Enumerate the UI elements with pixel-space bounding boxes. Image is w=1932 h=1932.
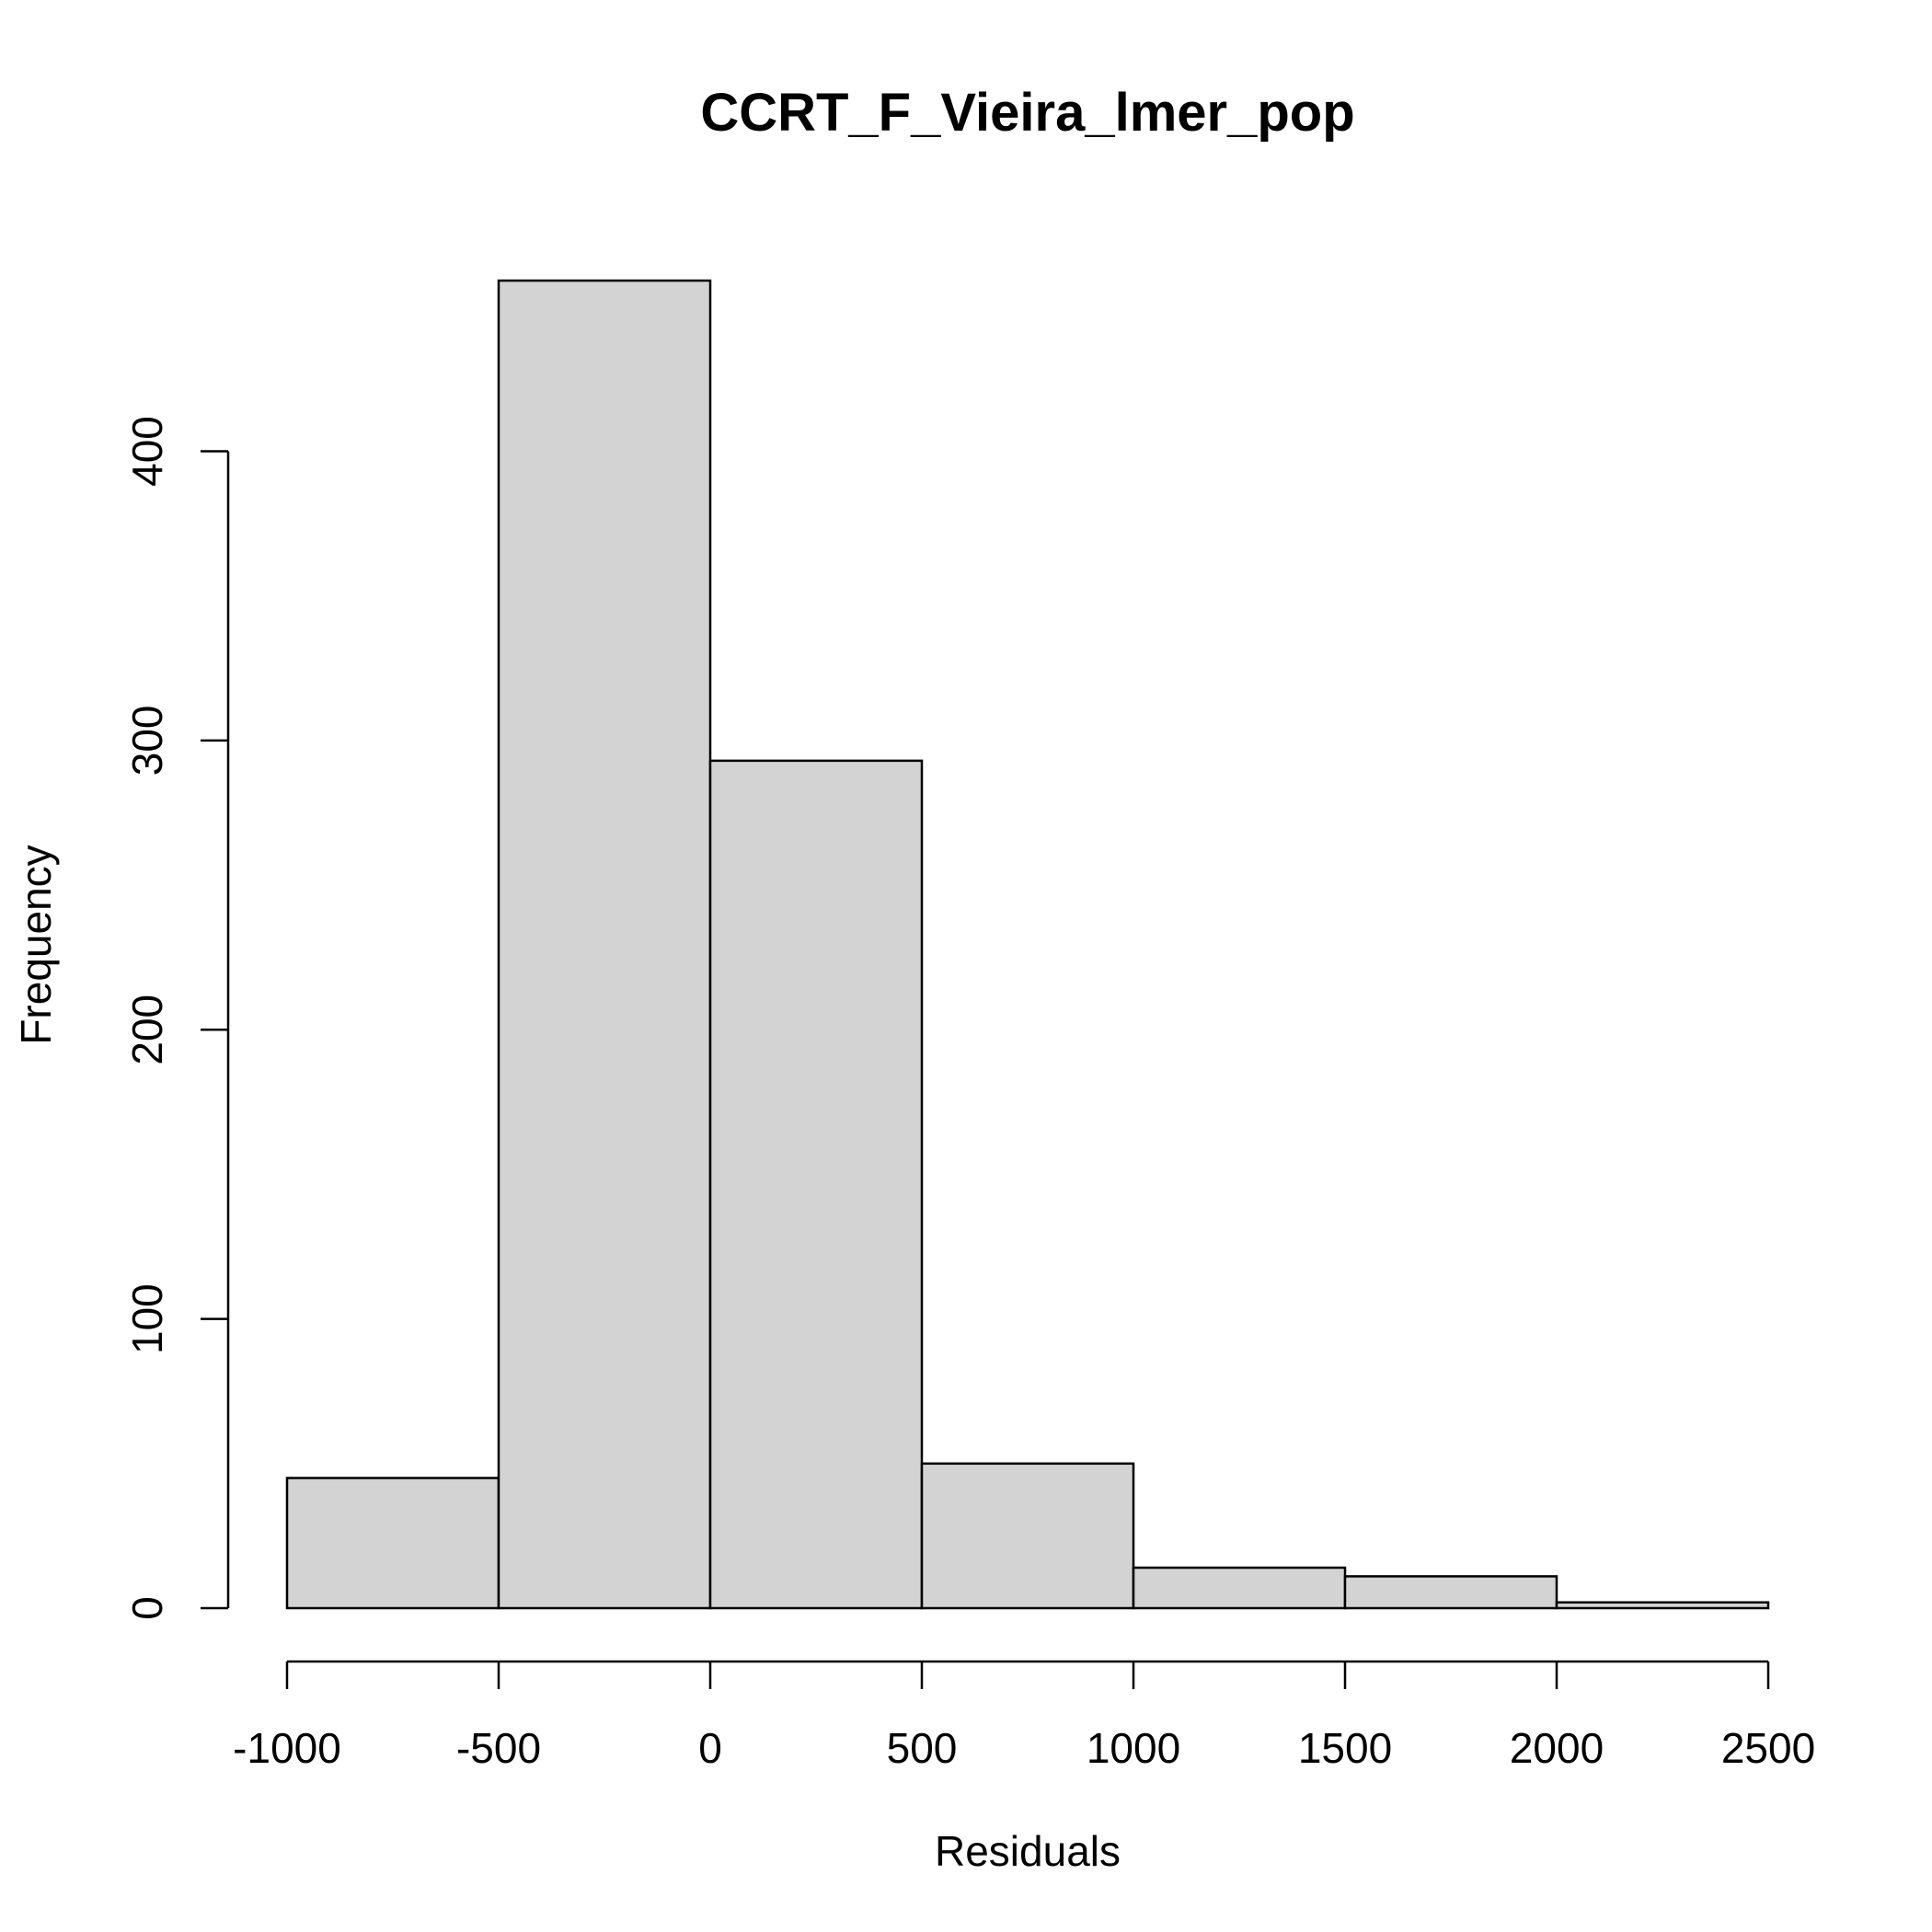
x-axis: -1000 -500 0 500 1000 1500 2000 2500 <box>233 1660 1815 1772</box>
y-tick-label-4: 400 <box>123 416 171 487</box>
x-tick-label-6: 2000 <box>1510 1724 1604 1772</box>
histogram-bar-5 <box>1343 1575 1558 1610</box>
histogram-bar-1 <box>497 279 712 1610</box>
x-tick-label-5: 1500 <box>1298 1724 1392 1772</box>
y-axis-label: Frequency <box>12 845 60 1044</box>
chart-title: CCRT_F_Vieira_lmer_pop <box>700 83 1354 143</box>
y-tick-label-2: 200 <box>123 995 171 1065</box>
y-axis: 0 100 200 300 400 <box>123 416 230 1620</box>
histogram-bar-6 <box>1555 1601 1770 1610</box>
x-tick-label-7: 2500 <box>1721 1724 1815 1772</box>
histogram-bar-3 <box>920 1462 1135 1610</box>
x-tick-label-0: -1000 <box>233 1724 341 1772</box>
y-tick-label-0: 0 <box>123 1596 171 1620</box>
histogram-bar-4 <box>1132 1566 1347 1610</box>
x-tick-label-1: -500 <box>456 1724 541 1772</box>
bars-layer <box>285 279 1770 1610</box>
x-tick-label-3: 500 <box>887 1724 958 1772</box>
x-tick-label-4: 1000 <box>1087 1724 1180 1772</box>
histogram-bar-0 <box>285 1477 500 1610</box>
y-tick-label-3: 300 <box>123 705 171 776</box>
x-axis-label: Residuals <box>935 1827 1121 1875</box>
histogram-bar-2 <box>708 759 924 1610</box>
y-tick-label-1: 100 <box>123 1283 171 1354</box>
x-tick-label-2: 0 <box>698 1724 722 1772</box>
